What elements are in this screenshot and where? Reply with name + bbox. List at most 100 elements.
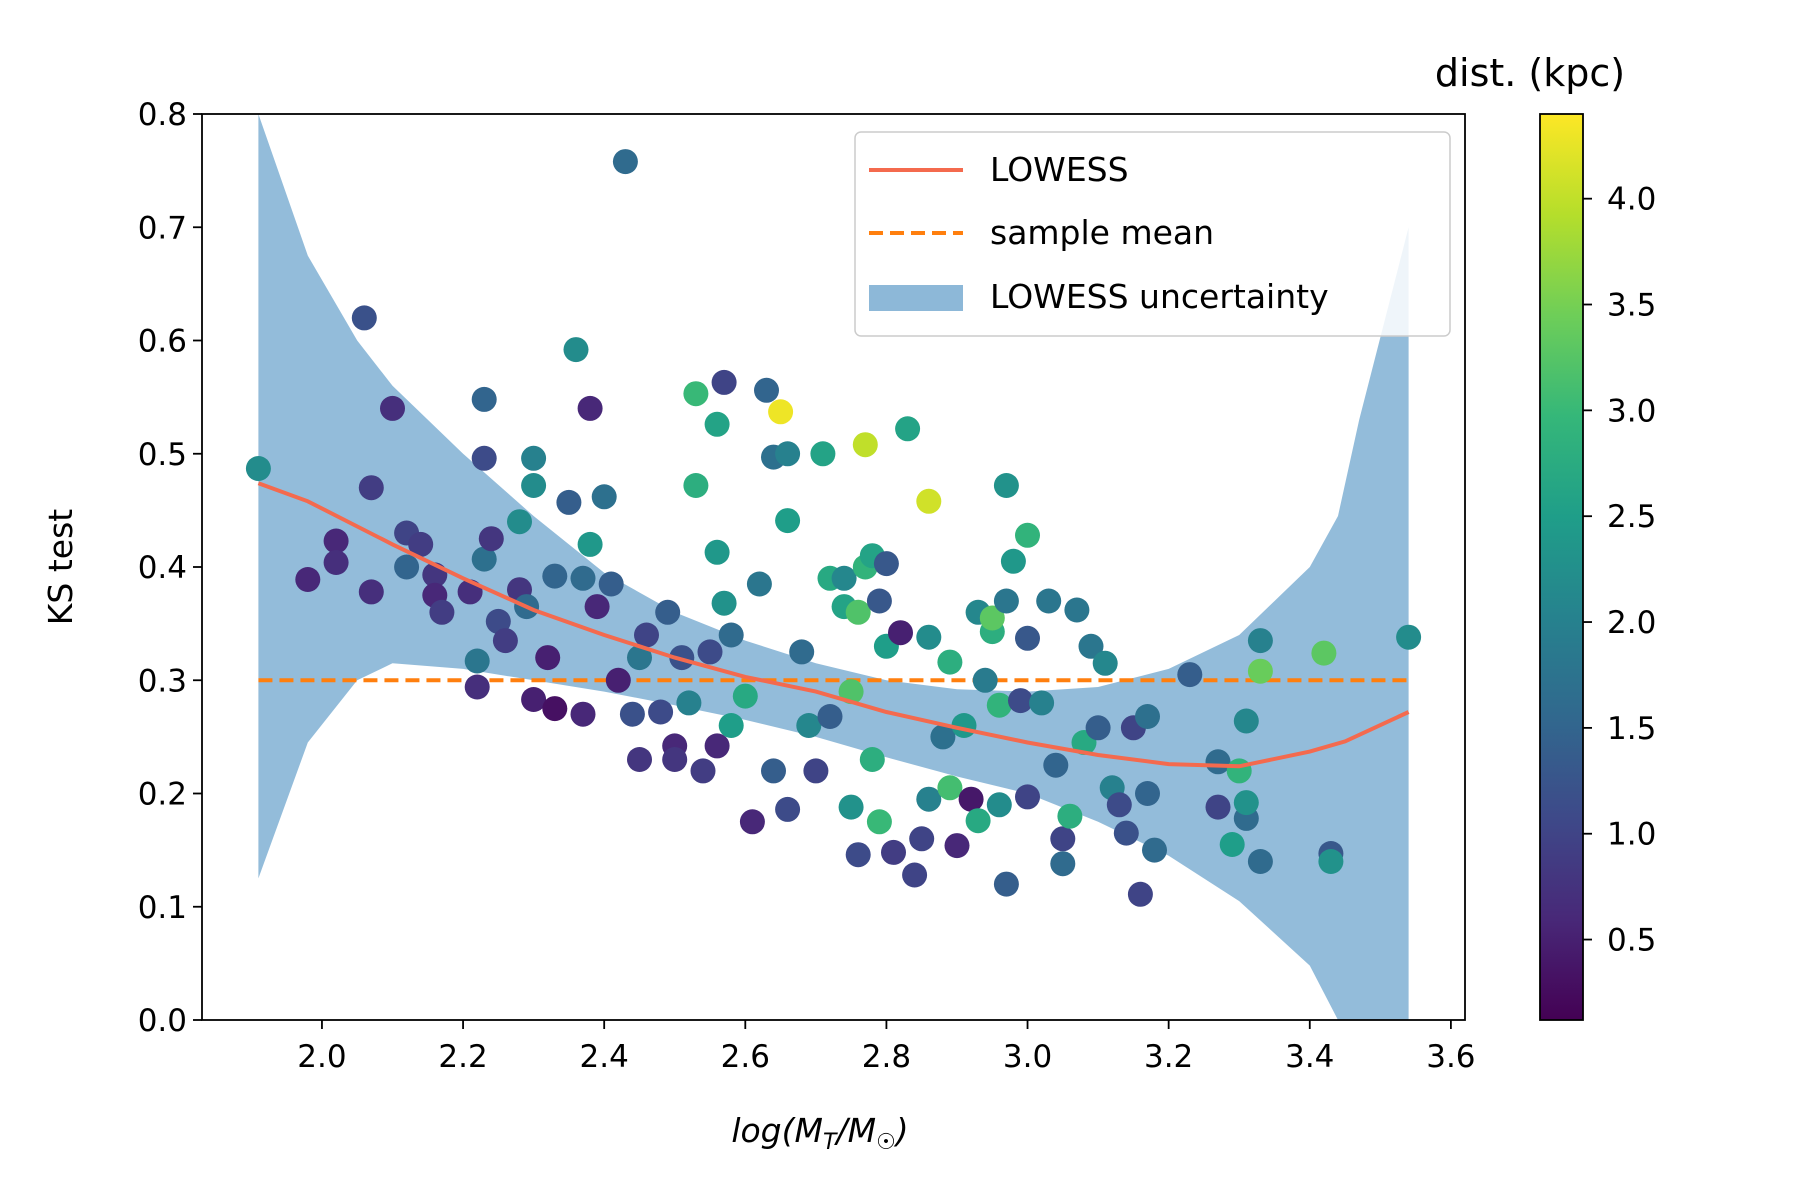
scatter-point xyxy=(295,567,321,592)
scatter-point xyxy=(408,531,434,557)
scatter-point xyxy=(1106,792,1132,818)
legend-uncertainty-label: LOWESS uncertainty xyxy=(990,277,1329,316)
scatter-point xyxy=(1226,758,1252,784)
y-tick-label: 0.1 xyxy=(138,890,187,926)
scatter-point xyxy=(775,508,801,534)
colorbar-tick-label: 2.0 xyxy=(1607,605,1656,641)
scatter-point xyxy=(683,473,709,498)
scatter-point xyxy=(655,599,681,625)
scatter-point xyxy=(648,699,674,725)
legend-mean-label: sample mean xyxy=(990,213,1214,252)
scatter-point xyxy=(542,696,568,722)
scatter-point xyxy=(1247,658,1273,684)
scatter-point xyxy=(937,649,963,675)
x-tick-label: 2.6 xyxy=(721,1039,770,1075)
scatter-point xyxy=(605,667,631,693)
scatter-point xyxy=(930,724,956,750)
colorbar-tick-label: 3.5 xyxy=(1607,288,1656,324)
x-axis-ticks: 2.0 2.2 2.4 2.6 2.8 3.0 3.2 3.4 3.6 xyxy=(297,1020,1476,1075)
colorbar-ticks: 0.5 1.0 1.5 2.0 2.5 3.0 3.5 4.0 xyxy=(1583,182,1656,959)
scatter-point xyxy=(1000,548,1026,574)
scatter-point xyxy=(704,733,730,759)
scatter-point xyxy=(909,826,935,852)
scatter-point xyxy=(535,645,561,671)
scatter-point xyxy=(556,489,582,515)
scatter-point xyxy=(492,628,518,654)
scatter-point xyxy=(866,809,892,835)
y-axis-ticks: 0.0 0.1 0.2 0.3 0.4 0.5 0.6 0.7 0.8 xyxy=(138,97,202,1039)
scatter-point xyxy=(471,445,497,471)
scatter-point xyxy=(1233,708,1259,734)
scatter-point xyxy=(1085,715,1111,741)
scatter-point xyxy=(521,473,547,498)
scatter-point xyxy=(902,862,928,888)
x-tick-label: 2.4 xyxy=(580,1039,629,1075)
scatter-point xyxy=(471,386,497,412)
scatter-point xyxy=(478,526,504,552)
scatter-point xyxy=(634,622,659,648)
scatter-point xyxy=(683,381,709,407)
scatter-point xyxy=(1036,588,1062,614)
colorbar-tick-label: 3.0 xyxy=(1607,393,1656,429)
scatter-point xyxy=(676,690,702,716)
scatter-point xyxy=(916,488,942,514)
scatter-point xyxy=(577,395,603,421)
scatter-point xyxy=(323,550,349,575)
y-tick-label: 0.0 xyxy=(138,1003,187,1039)
scatter-point xyxy=(944,833,970,859)
scatter-point xyxy=(1396,624,1422,650)
scatter-point xyxy=(1127,881,1153,907)
scatter-point xyxy=(986,692,1012,718)
scatter-point xyxy=(718,713,744,738)
scatter-point xyxy=(570,701,596,727)
scatter-point xyxy=(323,528,349,554)
y-tick-label: 0.5 xyxy=(138,437,187,473)
scatter-point xyxy=(1078,633,1104,659)
lowess-line xyxy=(257,481,1410,769)
scatter-point xyxy=(993,588,1019,614)
scatter-point xyxy=(1247,849,1273,874)
scatter-point xyxy=(697,639,723,665)
scatter-point xyxy=(577,531,603,557)
scatter-point xyxy=(789,639,815,665)
scatter-point xyxy=(845,842,871,868)
scatter-point xyxy=(662,747,688,772)
scatter-point xyxy=(612,149,638,175)
scatter-point xyxy=(1113,820,1139,846)
scatter-point xyxy=(584,594,610,620)
scatter-point xyxy=(1135,781,1160,806)
scatter-point xyxy=(718,622,744,648)
x-tick-label: 3.2 xyxy=(1144,1039,1193,1075)
scatter-point xyxy=(1050,826,1076,852)
scatter-point xyxy=(1008,688,1033,714)
scatter-point xyxy=(1015,522,1040,548)
scatter-point xyxy=(542,563,568,589)
scatter-point xyxy=(1233,790,1259,816)
scatter-point xyxy=(1043,752,1069,778)
lowess-layer xyxy=(257,481,1410,769)
scatter-point xyxy=(563,337,589,363)
scatter-point xyxy=(1205,749,1231,775)
scatter-point xyxy=(464,674,490,700)
colorbar: 0.5 1.0 1.5 2.0 2.5 3.0 3.5 4.0 dist. (kpc) xyxy=(1435,51,1656,1021)
scatter-point xyxy=(690,758,716,784)
scatter-point xyxy=(1050,851,1076,877)
legend-uncertainty-swatch xyxy=(869,285,963,311)
scatter-point xyxy=(916,624,942,650)
colorbar-tick-label: 0.5 xyxy=(1607,923,1656,959)
scatter-point xyxy=(507,509,532,535)
colorbar-tick-label: 4.0 xyxy=(1607,182,1656,218)
scatter-point xyxy=(866,588,892,614)
x-tick-label: 2.2 xyxy=(438,1039,487,1075)
scatter-point xyxy=(873,551,899,577)
scatter-point xyxy=(598,571,624,597)
scatter-point xyxy=(838,794,864,820)
x-axis-label: log(MT/M☉) xyxy=(731,1111,908,1155)
scatter-point xyxy=(711,590,737,616)
scatter-point xyxy=(380,395,405,421)
legend-frame xyxy=(854,131,1451,337)
scatter-point xyxy=(972,667,998,693)
scatter-point xyxy=(739,809,765,835)
legend: LOWESS sample mean LOWESS uncertainty xyxy=(854,131,1451,337)
x-tick-label: 2.8 xyxy=(862,1039,911,1075)
